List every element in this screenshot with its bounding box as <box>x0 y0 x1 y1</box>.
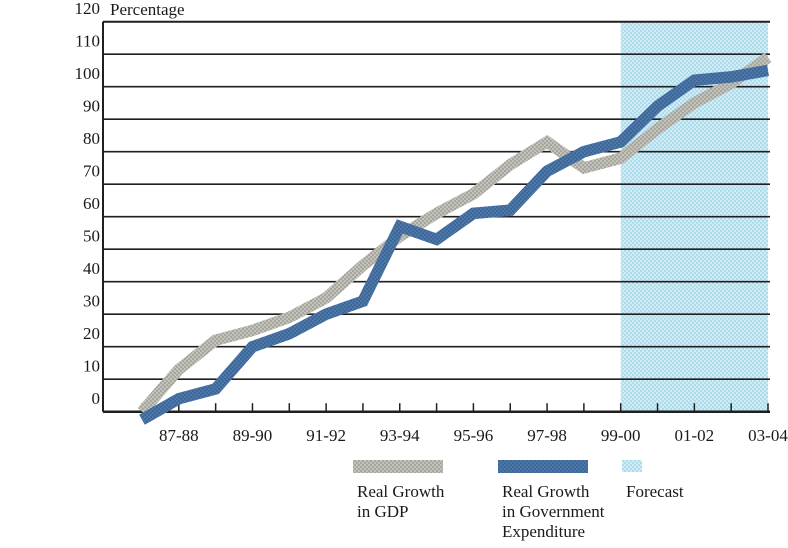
y-tick-label-20: 20 <box>83 324 100 343</box>
x-tick-label-99-00: 99-00 <box>601 426 641 445</box>
y-tick-label-110: 110 <box>75 32 100 51</box>
x-axis-labels: 87-88 89-90 91-92 93-94 95-96 97-98 99-00 01-02… <box>159 426 788 445</box>
y-tick-label-100: 100 <box>75 64 101 83</box>
x-tick-label-89-90: 89-90 <box>233 426 273 445</box>
x-tick-label-03-04: 03-04 <box>748 426 788 445</box>
y-axis-title: Percentage <box>110 0 185 19</box>
y-tick-label-120: 120 <box>75 0 101 18</box>
legend-label-govexp: Real Growth in Government Expenditure <box>502 482 605 541</box>
y-tick-label-50: 50 <box>83 227 100 246</box>
y-tick-label-30: 30 <box>83 292 100 311</box>
x-tick-label-87-88: 87-88 <box>159 426 199 445</box>
legend-label-forecast: Forecast <box>626 482 684 501</box>
x-tick-label-93-94: 93-94 <box>380 426 420 445</box>
y-axis-labels: 0 10 20 30 40 50 60 70 80 90 100 110 120 <box>75 0 101 408</box>
y-tick-label-10: 10 <box>83 357 100 376</box>
legend-swatch-gdp <box>353 460 443 473</box>
x-tick-label-95-96: 95-96 <box>454 426 494 445</box>
gdp-line <box>137 52 772 416</box>
x-tick-label-97-98: 97-98 <box>527 426 567 445</box>
legend-item-forecast: Forecast <box>622 460 684 501</box>
gov-expenditure-line <box>139 64 770 425</box>
y-tick-label-40: 40 <box>83 259 100 278</box>
legend-label-gdp: Real Growth in GDP <box>357 482 445 521</box>
y-tick-label-80: 80 <box>83 129 100 148</box>
series-lines <box>137 52 772 425</box>
y-tick-label-60: 60 <box>83 194 100 213</box>
legend-item-gdp: Real Growth in GDP <box>353 460 445 521</box>
y-tick-label-90: 90 <box>83 97 100 116</box>
x-tick-label-91-92: 91-92 <box>306 426 346 445</box>
legend-swatch-forecast <box>622 460 642 472</box>
legend-swatch-govexp <box>498 460 588 473</box>
x-tick-label-01-02: 01-02 <box>675 426 715 445</box>
legend: Real Growth in GDP Real Growth in Governmen… <box>353 460 684 541</box>
y-tick-label-0: 0 <box>92 389 101 408</box>
legend-item-govexp: Real Growth in Government Expenditure <box>498 460 605 541</box>
y-tick-label-70: 70 <box>83 162 100 181</box>
